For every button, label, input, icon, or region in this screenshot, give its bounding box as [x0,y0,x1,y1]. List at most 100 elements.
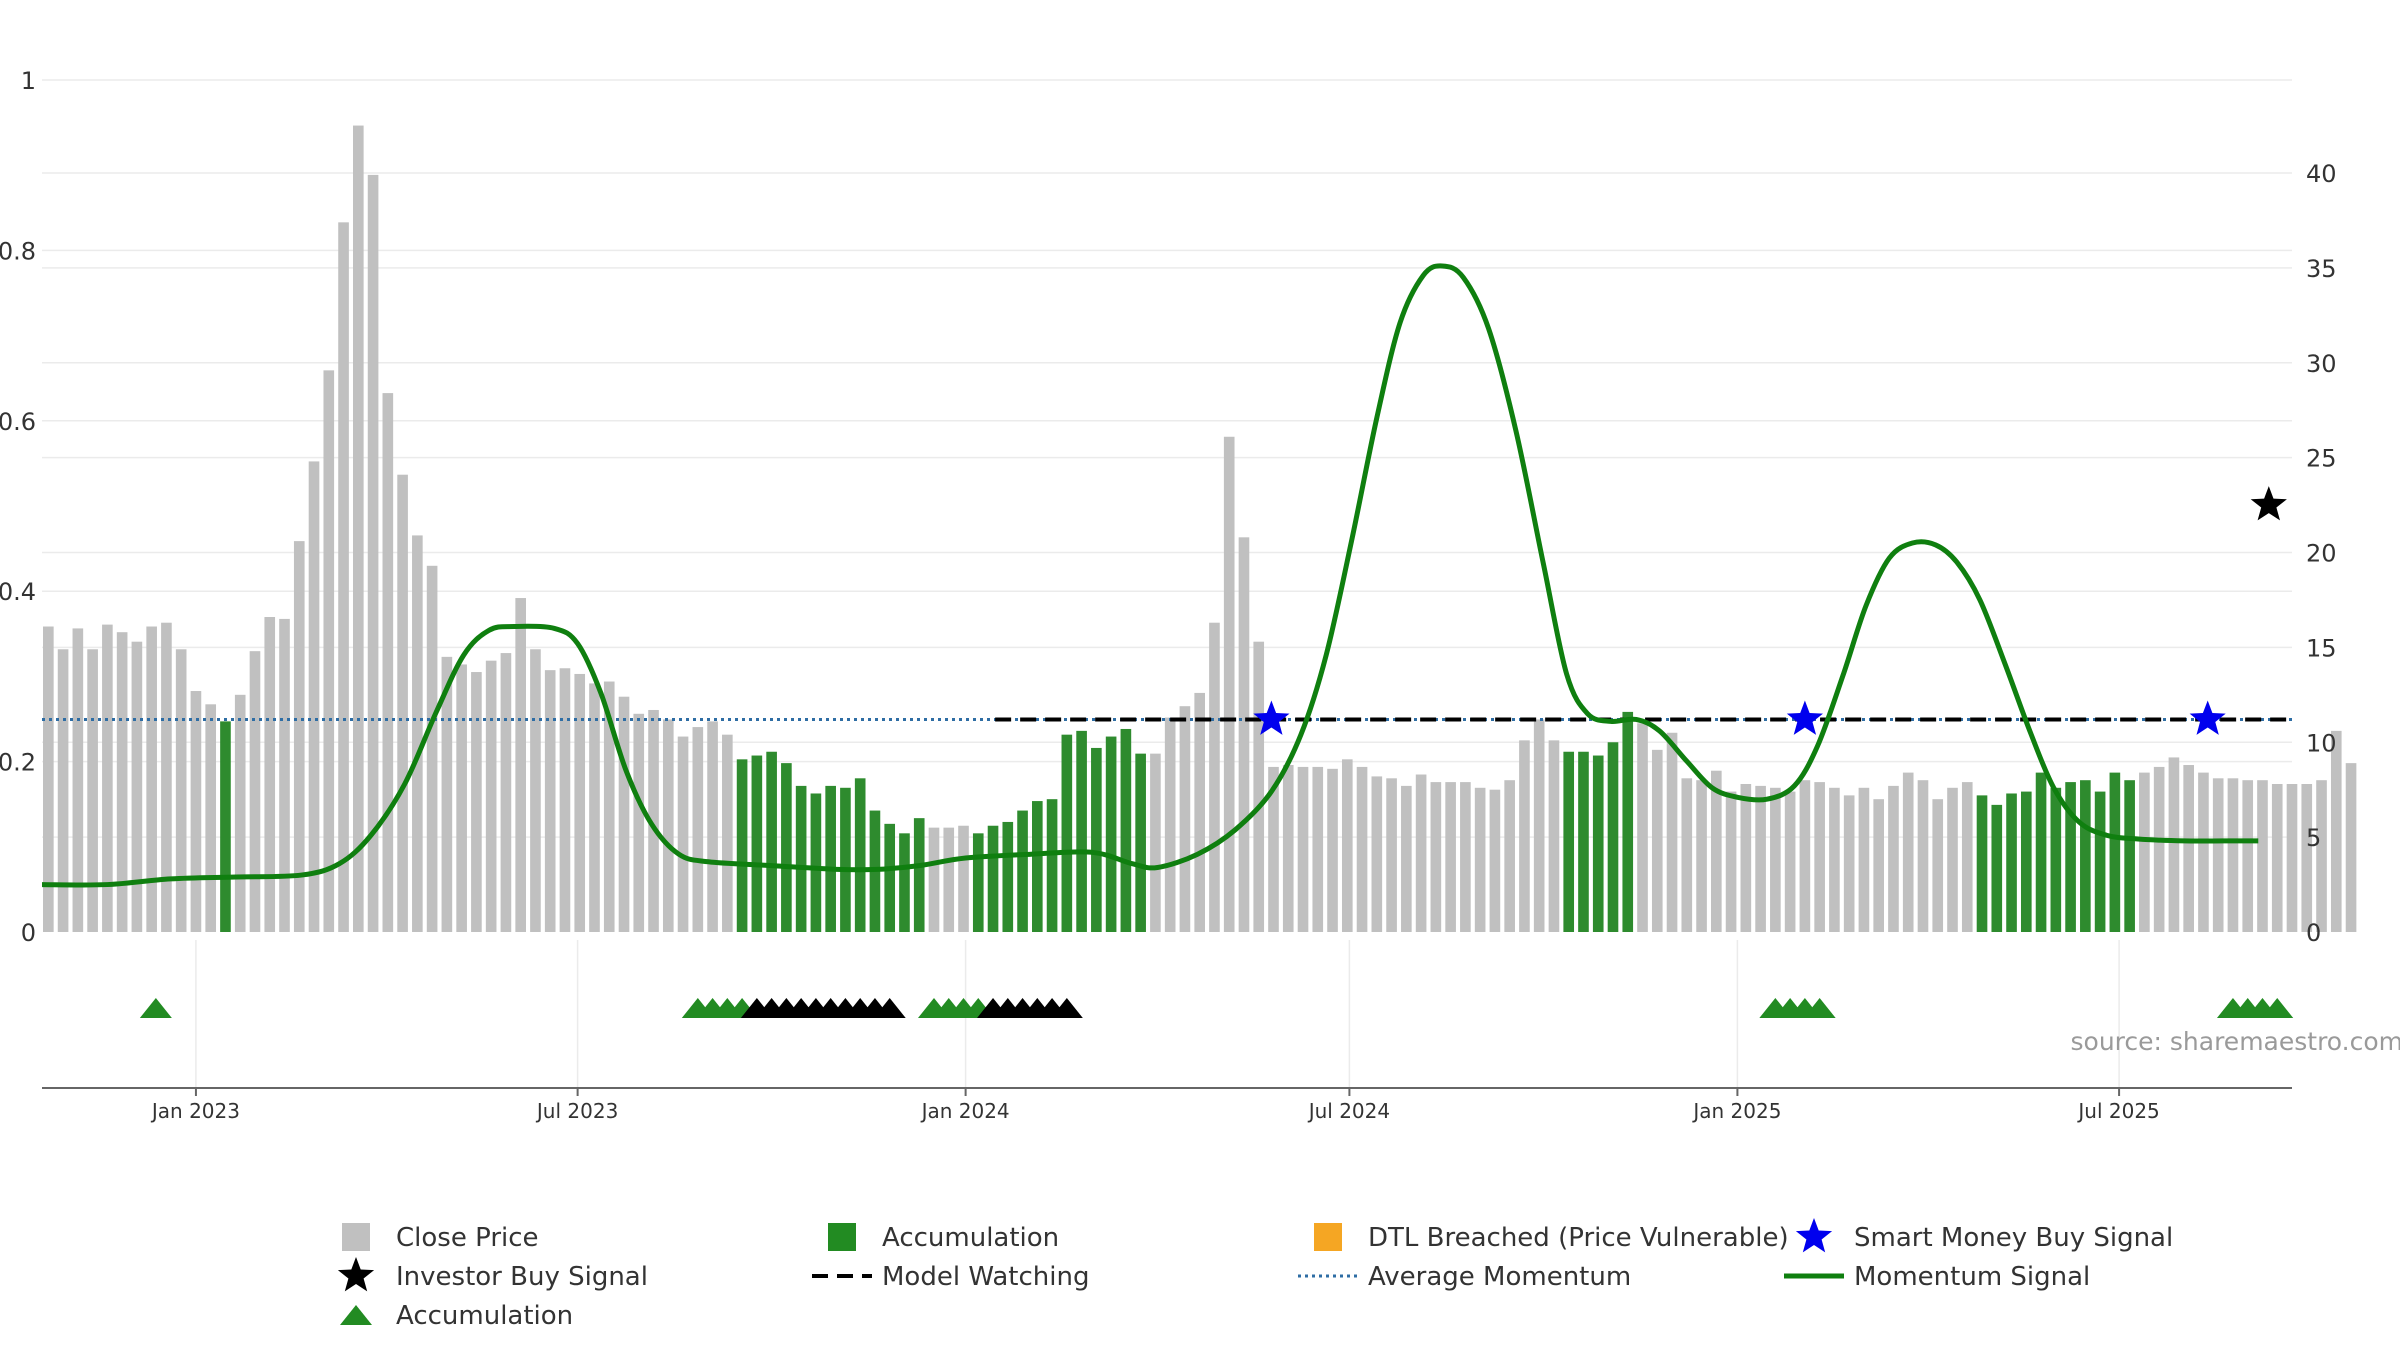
close-price-bar [574,673,586,932]
momentum-signal-line [41,263,2259,888]
close-price-bar [1401,785,1412,932]
accumulation-bar [899,833,910,932]
close-price-bar [293,541,305,932]
close-price-bar [1888,785,1899,932]
legend-swatch [342,1223,370,1251]
accumulation-bar [2124,780,2135,932]
close-price-bar [308,461,320,932]
close-price-bar [1297,766,1309,932]
close-price-bar [707,721,718,932]
accumulation-bar [1622,711,1634,932]
accumulation-bar [825,785,836,932]
close-price-bar [426,565,438,932]
accumulation-bar [2020,791,2032,932]
close-price-bar [1327,768,1338,932]
legend-label: Investor Buy Signal [396,1262,648,1292]
close-price-bar [205,704,217,932]
close-price-bar [2257,780,2268,932]
left-tick-label: 0.6 [0,408,36,436]
close-price-bar [1253,641,1265,932]
close-price-bar [1209,622,1220,932]
accumulation-bar [854,778,866,932]
legend-label: Momentum Signal [1854,1262,2090,1292]
x-tick-label: Jul 2024 [1307,1099,1390,1123]
close-price-bar [1799,780,1811,932]
buy-signal-stars [1253,486,2287,735]
close-price-bar [1533,719,1545,932]
close-price-bar [1223,436,1235,932]
close-price-bar [1740,783,1752,932]
legend-swatch [828,1223,856,1251]
close-price-bar [1770,787,1781,932]
close-price-bar [2139,772,2150,932]
momentum-signal [41,263,2259,888]
close-price-bar [1784,791,1796,932]
legend-triangle-icon [340,1305,372,1325]
close-price-bar [1150,753,1161,932]
close-price-bar [943,827,955,932]
close-price-bar [589,683,600,932]
close-price-bar [1341,759,1353,932]
accumulation-bar [1976,795,1988,932]
accumulation-bar [810,793,822,932]
close-price-bar [175,649,187,932]
left-tick-label: 0.2 [0,749,36,777]
close-price-bar [1696,780,1707,932]
close-price-bar [441,656,453,932]
accumulation-bar [1046,799,1058,932]
accumulation-bar [795,785,807,932]
accumulation-bar [1991,804,2003,932]
legend-star-icon [337,1257,375,1292]
close-price-bar [2301,783,2313,932]
accumulation-bar [220,721,231,932]
close-price-bar [1711,770,1722,932]
accumulation-bar [751,755,763,932]
accumulation-bar [736,759,748,932]
accumulation-bar [1076,730,1087,932]
close-price-bar [633,713,645,932]
smart-money-star [2189,700,2226,735]
close-price-bar [1873,799,1885,932]
accumulation-bar [913,818,925,932]
close-price-bar [338,222,349,932]
close-price-bar [1843,795,1855,932]
close-price-bar [352,125,364,932]
close-price-bar [323,370,335,933]
close-price-bar [190,691,202,932]
close-price-bar [2286,783,2298,932]
close-price-bar [1755,785,1766,932]
x-tick-label: Jan 2024 [920,1099,1010,1123]
investor-star [2250,486,2287,521]
legend-label: Average Momentum [1368,1262,1631,1292]
close-price-bar [382,393,394,932]
accumulation-bar [2065,782,2076,932]
close-price-bar [1238,537,1250,932]
close-price-bar [2242,780,2254,932]
right-tick-label: 35 [2306,255,2337,283]
close-price-bar [500,653,512,932]
close-price-bar [161,622,172,932]
legend: Close Price Accumulation DTL Breached (Pri… [337,1218,2173,1331]
accumulation-bar [781,763,792,932]
right-tick-label: 30 [2306,350,2337,378]
accumulation-bar [2006,793,2017,932]
accumulation-bar [1592,755,1604,932]
close-price-bar [1651,749,1663,932]
close-price-bar [1932,799,1944,932]
close-price-bar [131,641,143,932]
close-price-bar [249,651,261,932]
close-price-bar [102,624,113,932]
close-price-bar [559,668,571,932]
axes: Jan 2023 Jul 2023 Jan 2024 Jul 2024 Jan 2025… [0,67,2337,1123]
legend-item-avg: Average Momentum [1298,1262,1631,1292]
accumulation-triangles [139,998,2294,1018]
accumulation-bar [1563,751,1575,932]
close-price-bar [618,696,630,932]
close-price-bar [57,649,69,932]
close-price-bar [2183,765,2194,932]
close-price-bar [1386,778,1397,932]
close-price-bar [1681,778,1693,932]
left-tick-label: 0.4 [0,578,36,606]
close-price-bar [1829,787,1840,932]
close-price-bar [544,670,556,932]
